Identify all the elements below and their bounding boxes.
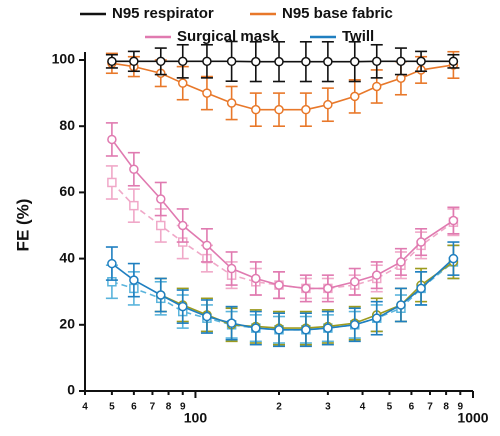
legend-label: Surgical mask — [177, 28, 279, 45]
marker — [396, 73, 406, 83]
x-tick-label: 5 — [387, 402, 393, 413]
x-tick-label: 7 — [427, 402, 433, 413]
marker — [177, 301, 188, 312]
marker — [226, 56, 237, 67]
legend-label: N95 base fabric — [282, 5, 393, 22]
marker — [448, 253, 459, 264]
marker — [323, 56, 333, 67]
legend-label: N95 respirator — [112, 5, 214, 22]
marker — [396, 300, 406, 310]
y-tick-label: 60 — [59, 183, 75, 199]
marker — [274, 104, 284, 115]
marker — [129, 56, 139, 67]
marker — [251, 323, 261, 333]
marker — [323, 323, 333, 333]
y-tick-label: 80 — [59, 117, 75, 133]
x-tick-label: 4 — [360, 402, 366, 413]
x-tick-label: 8 — [443, 402, 449, 413]
marker — [177, 56, 188, 67]
y-tick-label: 100 — [52, 51, 76, 67]
marker — [129, 200, 139, 211]
marker — [371, 313, 382, 323]
marker — [416, 237, 426, 247]
marker — [156, 220, 166, 231]
x-tick-label: 2 — [276, 402, 282, 413]
marker — [301, 56, 311, 67]
marker — [107, 56, 117, 67]
marker — [371, 270, 382, 280]
marker — [448, 215, 459, 226]
x-tick-label: 100 — [184, 410, 208, 426]
x-tick-label: 4 — [82, 402, 88, 413]
x-tick-label: 6 — [409, 402, 415, 413]
marker — [177, 220, 188, 231]
y-tick-label: 20 — [59, 316, 75, 332]
x-tick-label: 7 — [150, 402, 156, 413]
marker — [396, 257, 406, 267]
marker — [301, 104, 311, 115]
marker — [350, 91, 360, 102]
x-tick-label: 9 — [180, 402, 186, 413]
marker — [129, 275, 139, 285]
marker — [350, 277, 360, 287]
marker — [107, 258, 117, 269]
x-tick-label: 8 — [166, 402, 172, 413]
marker — [156, 194, 166, 204]
marker — [156, 56, 166, 67]
marker — [202, 56, 212, 67]
marker — [251, 273, 261, 284]
marker — [416, 56, 426, 67]
x-tick-label: 9 — [458, 402, 464, 413]
y-tick-label: 40 — [59, 249, 75, 265]
marker — [416, 283, 426, 294]
marker — [129, 164, 139, 174]
marker — [350, 320, 360, 330]
marker — [202, 240, 212, 251]
x-tick-label: 5 — [109, 402, 115, 413]
y-tick-label: 0 — [67, 382, 75, 398]
marker — [251, 56, 261, 67]
marker — [301, 325, 311, 335]
marker — [371, 56, 382, 67]
y-axis-label: FE (%) — [13, 199, 32, 252]
marker — [396, 56, 406, 67]
marker — [202, 311, 212, 322]
marker — [177, 78, 188, 88]
marker — [301, 283, 311, 294]
marker — [202, 88, 212, 98]
marker — [107, 134, 117, 145]
x-tick-label: 3 — [325, 402, 331, 413]
marker — [226, 318, 237, 328]
marker — [274, 56, 284, 67]
marker — [323, 99, 333, 110]
marker — [251, 104, 261, 115]
marker — [371, 81, 382, 92]
marker — [107, 177, 117, 188]
x-tick-label: 1000 — [457, 410, 488, 426]
marker — [226, 98, 237, 108]
legend-label: Twill — [342, 28, 374, 45]
marker — [274, 280, 284, 290]
marker — [274, 325, 284, 335]
marker — [156, 290, 166, 300]
x-tick-label: 6 — [131, 402, 137, 413]
marker — [226, 263, 237, 274]
marker — [448, 56, 459, 67]
marker — [350, 56, 360, 67]
marker — [323, 283, 333, 294]
